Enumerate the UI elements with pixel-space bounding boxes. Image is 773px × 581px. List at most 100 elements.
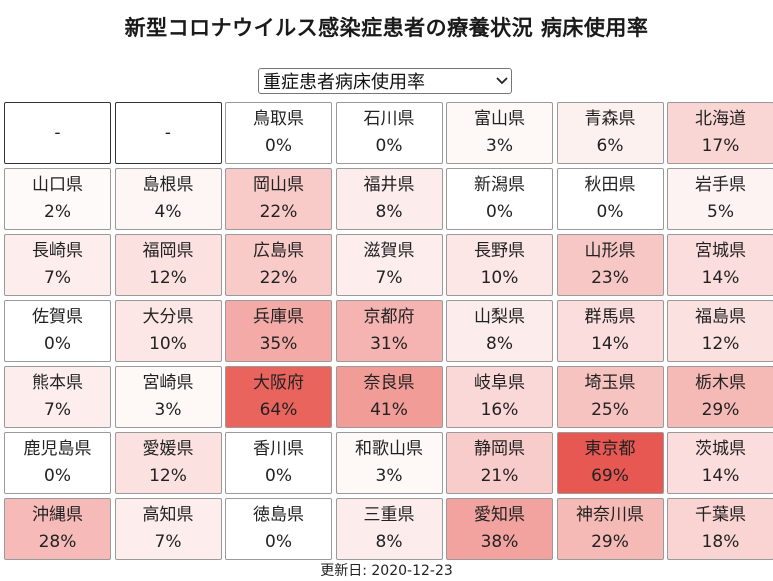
prefecture-cell[interactable]: 徳島県 0%: [225, 498, 332, 560]
metric-select[interactable]: 重症患者病床使用率: [258, 68, 512, 94]
prefecture-name: 大分県: [142, 307, 194, 327]
prefecture-name: -: [164, 122, 172, 143]
prefecture-cell[interactable]: 秋田県 0%: [556, 168, 664, 230]
prefecture-cell[interactable]: 群馬県 14%: [556, 300, 664, 362]
occupancy-rate: 21%: [480, 466, 519, 486]
occupancy-rate: 31%: [370, 334, 408, 354]
prefecture-name: 茨城県: [695, 439, 746, 459]
prefecture-name: 鳥取県: [253, 109, 304, 129]
occupancy-rate: 8%: [375, 202, 403, 222]
occupancy-rate: 7%: [44, 268, 71, 288]
prefecture-cell[interactable]: 宮崎県 3%: [114, 366, 222, 428]
prefecture-cell[interactable]: 宮城県 14%: [667, 234, 773, 296]
prefecture-cell[interactable]: 新潟県 0%: [446, 168, 553, 230]
prefecture-cell[interactable]: 鹿児島県 0%: [4, 432, 111, 494]
occupancy-rate: 14%: [701, 466, 740, 486]
prefecture-cell[interactable]: 福島県 12%: [667, 300, 773, 362]
prefecture-cell[interactable]: 沖縄県 28%: [4, 498, 111, 560]
prefecture-cell[interactable]: 京都府 31%: [335, 300, 443, 362]
occupancy-rate: 0%: [265, 466, 292, 486]
prefecture-name: 山梨県: [474, 307, 525, 327]
prefecture-cell[interactable]: 神奈川県 29%: [556, 498, 664, 560]
prefecture-cell[interactable]: 大分県 10%: [114, 300, 222, 362]
prefecture-cell[interactable]: 和歌山県 3%: [335, 432, 443, 494]
prefecture-cell[interactable]: -: [4, 102, 111, 164]
occupancy-rate: 12%: [149, 466, 187, 486]
prefecture-cell[interactable]: 佐賀県 0%: [4, 300, 111, 362]
occupancy-rate: 29%: [591, 532, 629, 552]
occupancy-rate: 3%: [375, 466, 403, 486]
prefecture-name: 山口県: [32, 175, 83, 195]
prefecture-cell[interactable]: 愛知県 38%: [446, 498, 553, 560]
prefecture-name: 大阪府: [253, 373, 304, 393]
metric-select-value: 重症患者病床使用率: [263, 72, 425, 93]
occupancy-rate: 5%: [707, 202, 734, 222]
prefecture-name: 長崎県: [32, 241, 83, 261]
prefecture-cell[interactable]: 長野県 10%: [446, 234, 553, 296]
prefecture-name: 東京都: [584, 439, 636, 459]
occupancy-rate: 22%: [259, 202, 298, 222]
prefecture-cell[interactable]: 岩手県 5%: [667, 168, 773, 230]
prefecture-grid: - - 鳥取県 0% 石川県 0% 富山県 3% 青森県 6% 北海道 17% 山口県 2% 島根県 4% 岡山…: [4, 102, 773, 560]
occupancy-rate: 23%: [591, 268, 629, 288]
prefecture-cell[interactable]: 栃木県 29%: [667, 366, 773, 428]
occupancy-rate: 29%: [701, 400, 740, 420]
prefecture-name: 広島県: [253, 241, 304, 261]
prefecture-cell[interactable]: 滋賀県 7%: [335, 234, 443, 296]
occupancy-rate: 0%: [265, 532, 292, 552]
prefecture-cell[interactable]: 広島県 22%: [225, 234, 332, 296]
prefecture-name: 岡山県: [253, 175, 304, 195]
prefecture-cell[interactable]: -: [114, 102, 222, 164]
prefecture-cell[interactable]: 岐阜県 16%: [446, 366, 553, 428]
occupancy-rate: 28%: [38, 532, 77, 552]
prefecture-name: 石川県: [363, 109, 415, 129]
prefecture-name: 佐賀県: [32, 307, 83, 327]
prefecture-cell[interactable]: 静岡県 21%: [446, 432, 553, 494]
prefecture-cell[interactable]: 岡山県 22%: [225, 168, 332, 230]
prefecture-cell[interactable]: 青森県 6%: [556, 102, 664, 164]
prefecture-name: 沖縄県: [32, 505, 83, 525]
prefecture-cell[interactable]: 高知県 7%: [114, 498, 222, 560]
prefecture-cell[interactable]: 埼玉県 25%: [556, 366, 664, 428]
prefecture-cell[interactable]: 三重県 8%: [335, 498, 443, 560]
occupancy-rate: 38%: [480, 532, 519, 552]
prefecture-cell[interactable]: 島根県 4%: [114, 168, 222, 230]
prefecture-cell[interactable]: 富山県 3%: [446, 102, 553, 164]
prefecture-cell[interactable]: 鳥取県 0%: [225, 102, 332, 164]
occupancy-rate: 14%: [591, 334, 629, 354]
prefecture-cell[interactable]: 大阪府 64%: [225, 366, 332, 428]
prefecture-cell[interactable]: 山梨県 8%: [446, 300, 553, 362]
prefecture-cell[interactable]: 石川県 0%: [335, 102, 443, 164]
prefecture-name: 福井県: [363, 175, 415, 195]
prefecture-name: 愛媛県: [142, 439, 194, 459]
prefecture-cell[interactable]: 千葉県 18%: [667, 498, 773, 560]
occupancy-rate: 25%: [591, 400, 629, 420]
prefecture-name: 兵庫県: [253, 307, 304, 327]
prefecture-name: 香川県: [253, 439, 304, 459]
prefecture-cell[interactable]: 福井県 8%: [335, 168, 443, 230]
occupancy-rate: 69%: [591, 466, 629, 486]
occupancy-rate: 41%: [370, 400, 408, 420]
prefecture-name: 山形県: [584, 241, 636, 261]
occupancy-rate: 2%: [44, 202, 71, 222]
occupancy-rate: 17%: [701, 136, 740, 156]
prefecture-name: 秋田県: [584, 175, 636, 195]
chevron-down-icon: [493, 68, 511, 94]
prefecture-cell[interactable]: 茨城県 14%: [667, 432, 773, 494]
occupancy-rate: 3%: [154, 400, 182, 420]
prefecture-cell[interactable]: 長崎県 7%: [4, 234, 111, 296]
occupancy-rate: 8%: [486, 334, 513, 354]
prefecture-cell[interactable]: 福岡県 12%: [114, 234, 222, 296]
prefecture-cell[interactable]: 奈良県 41%: [335, 366, 443, 428]
prefecture-cell[interactable]: 東京都 69%: [556, 432, 664, 494]
prefecture-cell[interactable]: 兵庫県 35%: [225, 300, 332, 362]
occupancy-rate: 0%: [486, 202, 513, 222]
prefecture-cell[interactable]: 山形県 23%: [556, 234, 664, 296]
prefecture-cell[interactable]: 熊本県 7%: [4, 366, 111, 428]
prefecture-cell[interactable]: 北海道 17%: [667, 102, 773, 164]
prefecture-cell[interactable]: 山口県 2%: [4, 168, 111, 230]
prefecture-name: 富山県: [474, 109, 525, 129]
prefecture-cell[interactable]: 香川県 0%: [225, 432, 332, 494]
prefecture-name: 福岡県: [142, 241, 194, 261]
prefecture-cell[interactable]: 愛媛県 12%: [114, 432, 222, 494]
